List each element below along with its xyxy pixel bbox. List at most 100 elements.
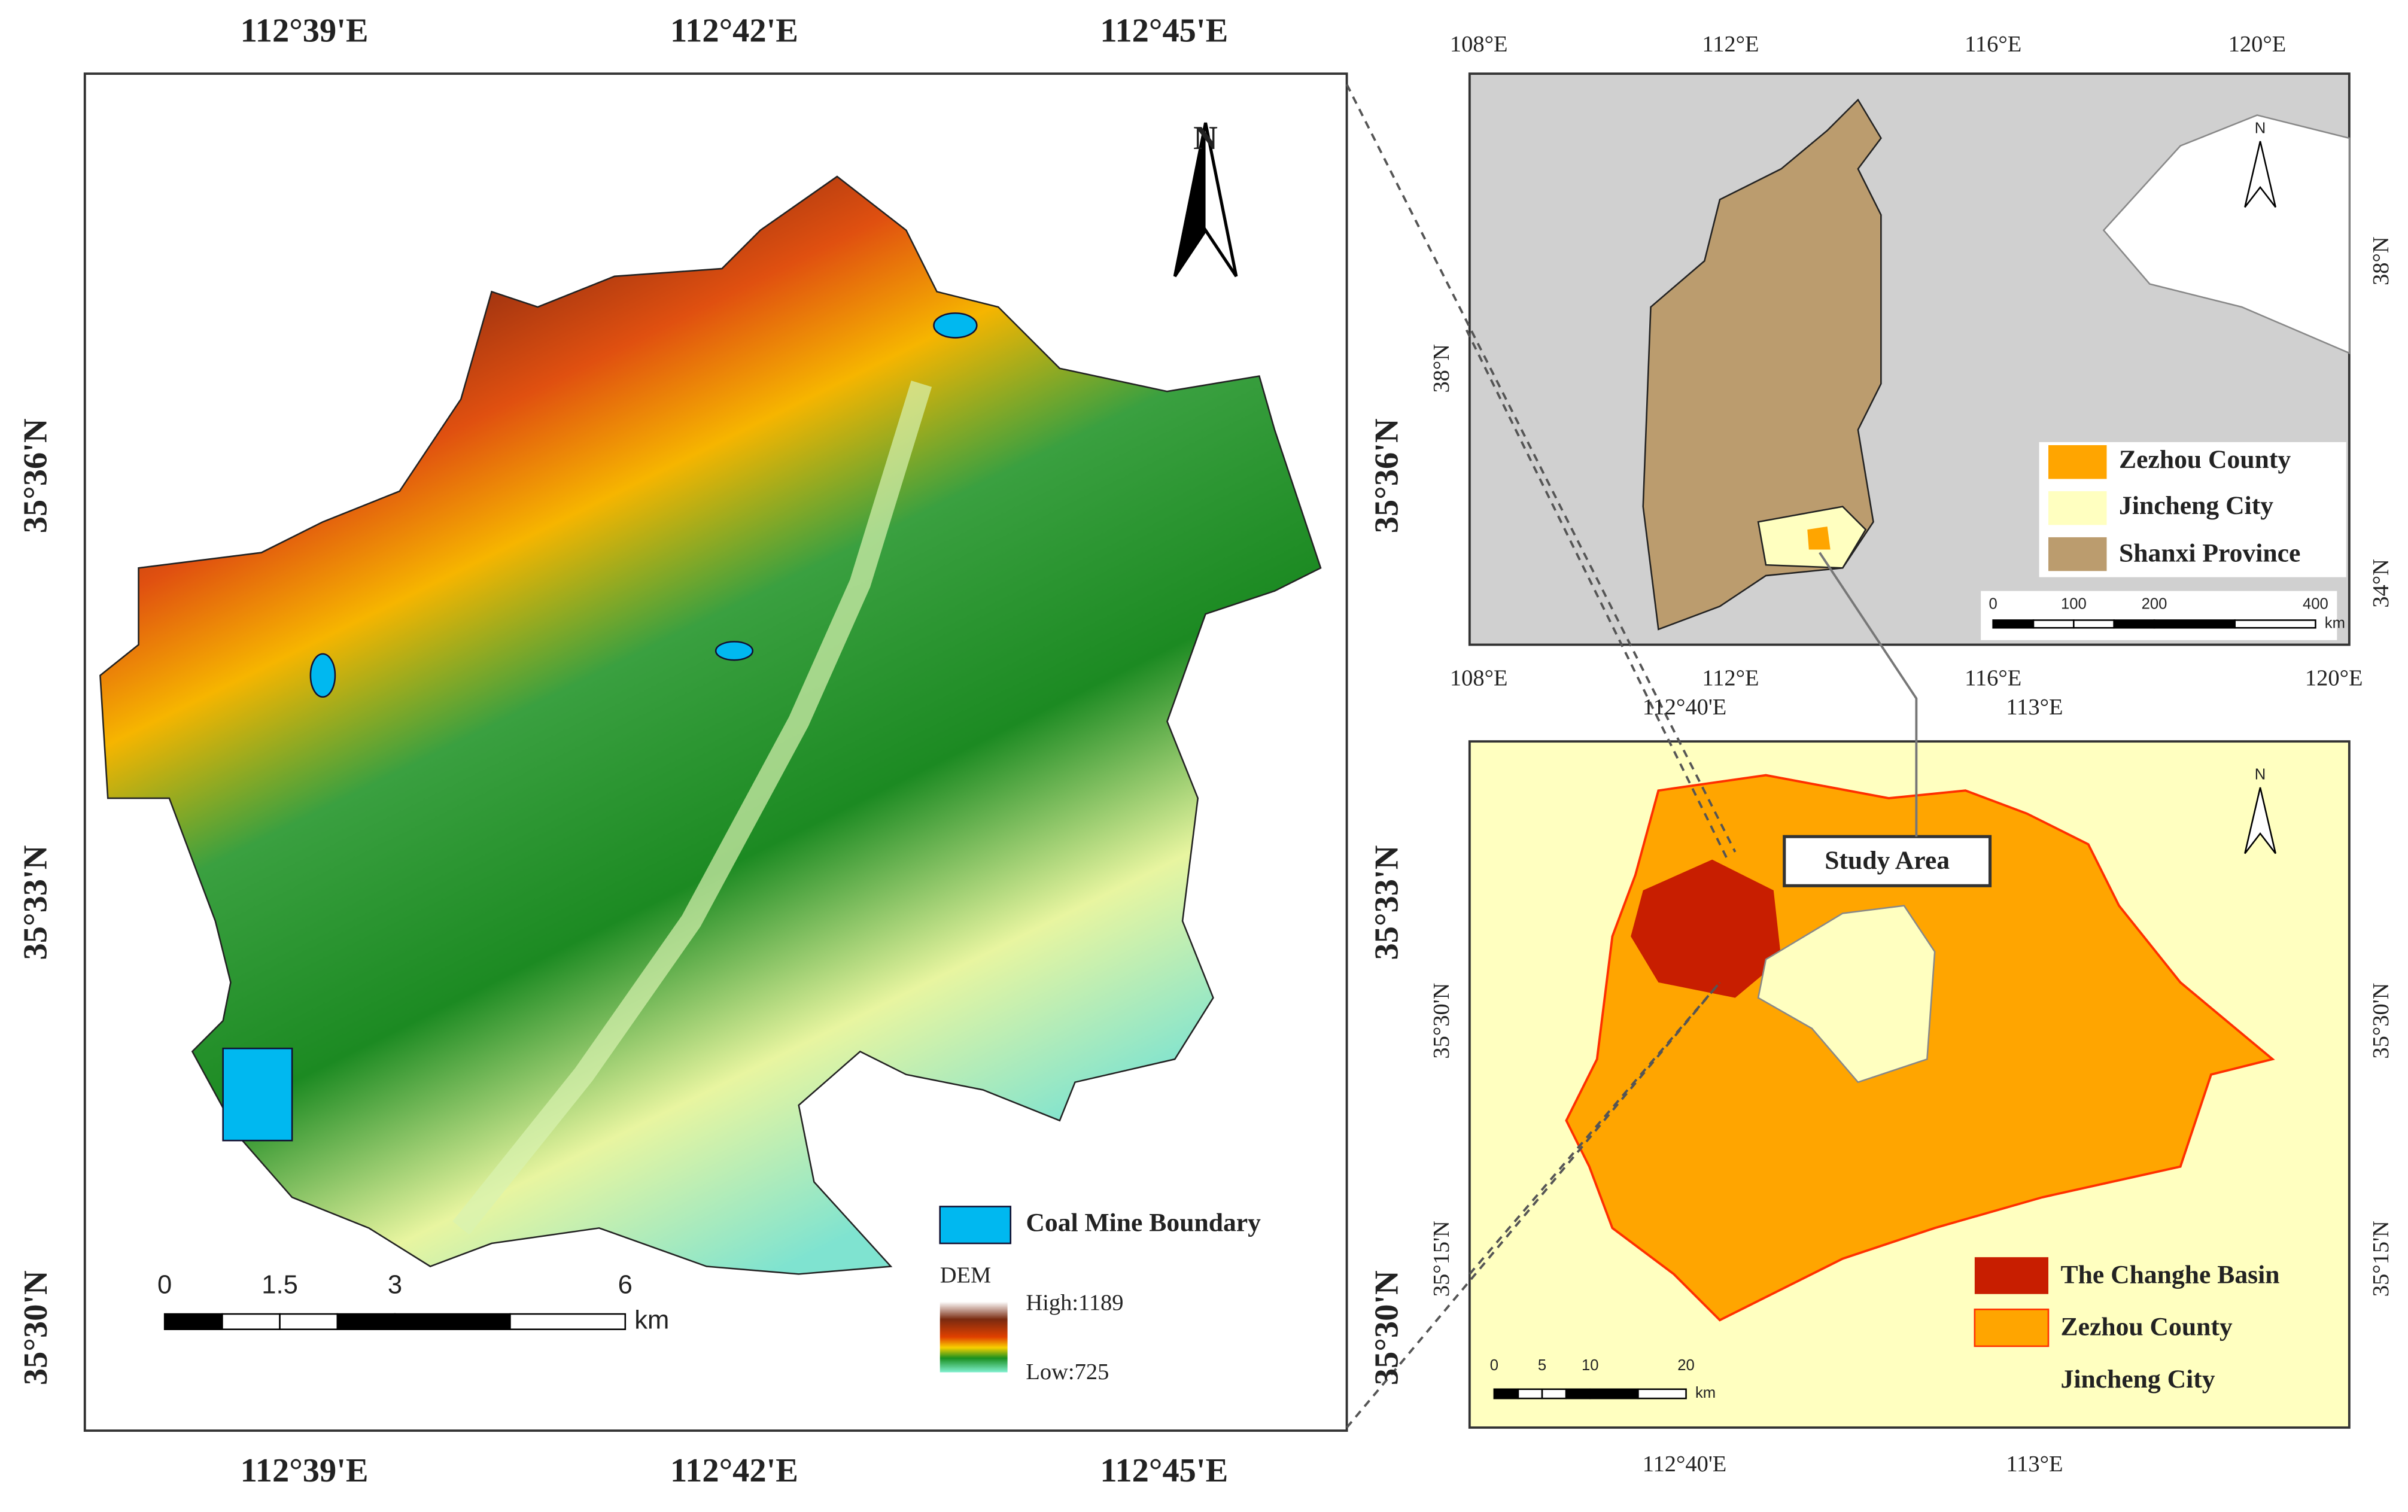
- connector: [1345, 84, 1737, 853]
- bottom-label: 112°45'E: [1100, 1452, 1228, 1489]
- scale-segment: [1541, 1388, 1567, 1400]
- right-label: 35°33'N: [1368, 845, 1405, 960]
- scale-segment: [394, 1313, 511, 1330]
- scale-unit: km: [634, 1306, 669, 1334]
- legend-title: DEM: [940, 1262, 991, 1288]
- left-label: 35°15'N: [1429, 1221, 1454, 1297]
- jincheng-city: [1757, 905, 1936, 1084]
- connector: [1465, 329, 1729, 860]
- left-label: 35°30'N: [1429, 983, 1454, 1059]
- scale-segment: [2073, 619, 2115, 629]
- coal-mine: [309, 653, 336, 698]
- scale-segment: [509, 1313, 627, 1330]
- top-label: 112°39'E: [241, 12, 369, 49]
- legend-swatch: [1974, 1257, 2049, 1294]
- scale-segment: [1565, 1388, 1591, 1400]
- legend-label: Jincheng City: [2061, 1365, 2215, 1394]
- north-arrow: [2244, 141, 2276, 208]
- legend-swatch: [2048, 491, 2107, 525]
- legend-label: Shanxi Province: [2119, 539, 2300, 568]
- legend-label: High:1189: [1026, 1290, 1123, 1315]
- scale-segment: [2113, 619, 2155, 629]
- changhe-basin: [1631, 859, 1781, 998]
- coal-mine: [933, 312, 978, 339]
- scale-segment: [1517, 1388, 1543, 1400]
- bottom-label: 112°42'E: [670, 1452, 798, 1489]
- north-label: N: [2255, 766, 2266, 783]
- north-arrow: [2244, 787, 2276, 854]
- bottom-label: 112°40'E: [1643, 1452, 1727, 1477]
- legend-label: Low:725: [1026, 1359, 1109, 1385]
- legend-label: The Changhe Basin: [2061, 1260, 2280, 1289]
- top-label: 108°E: [1450, 32, 1508, 57]
- scale-segment: [2032, 619, 2075, 629]
- study-area-dem: [99, 175, 1322, 1275]
- valley: [452, 381, 932, 1235]
- scale-label: 0: [1989, 596, 1997, 613]
- left-label: 35°36'N: [17, 418, 54, 533]
- top-label: 112°42'E: [670, 12, 798, 49]
- left-label: 35°30'N: [17, 1270, 54, 1385]
- connector: [1468, 981, 1721, 1275]
- scale-segment: [279, 1313, 339, 1330]
- right-label: 35°30'N: [1368, 1270, 1405, 1385]
- scale-segment: [1637, 1388, 1687, 1400]
- legend-swatch: [1974, 1309, 2050, 1347]
- scale-segment: [1992, 619, 2035, 629]
- scale-label: 200: [2142, 596, 2167, 613]
- scale-unit: km: [1695, 1385, 1716, 1401]
- coal-mine: [222, 1047, 293, 1142]
- scale-unit: km: [2325, 615, 2345, 632]
- scale-segment: [2153, 619, 2236, 629]
- top-label: 113°E: [2006, 695, 2063, 720]
- scale-label: 6: [618, 1270, 633, 1299]
- top-label: 116°E: [1965, 32, 2021, 57]
- coal-mine: [715, 641, 754, 661]
- legend-swatch: [939, 1206, 1012, 1245]
- top-label: 112°40'E: [1643, 695, 1727, 720]
- scale-segment: [336, 1313, 396, 1330]
- bottom-label: 108°E: [1450, 665, 1508, 690]
- bottom-label: 116°E: [1965, 665, 2021, 690]
- bottom-label: 112°E: [1702, 665, 1759, 690]
- right-label: 38°N: [2369, 236, 2394, 285]
- scale-label: 3: [388, 1270, 402, 1299]
- legend-label: Coal Mine Boundary: [1026, 1208, 1261, 1237]
- callout: Study Area: [1825, 846, 1950, 875]
- legend-label: Zezhou County: [2061, 1313, 2233, 1341]
- scale-segment: [1493, 1388, 1519, 1400]
- scale-label: 400: [2303, 596, 2328, 613]
- right-label: 35°30'N: [2369, 983, 2394, 1059]
- bottom-label: 120°E: [2305, 665, 2363, 690]
- right-label: 34°N: [2369, 559, 2394, 608]
- legend-swatch: [2048, 445, 2107, 479]
- top-label: 112°E: [1702, 32, 1759, 57]
- scale-label: 100: [2061, 596, 2087, 613]
- right-label: 35°15'N: [2369, 1221, 2394, 1297]
- locator-line: [1819, 552, 1918, 837]
- shanxi: [1642, 98, 1882, 631]
- top-label: 120°E: [2228, 32, 2287, 57]
- sea: [2102, 114, 2351, 355]
- scale-label: 1.5: [262, 1270, 298, 1299]
- bottom-label: 113°E: [2006, 1452, 2063, 1477]
- zezhou: [1807, 526, 1831, 550]
- north-label: N: [2255, 120, 2266, 136]
- scale-label: 20: [1677, 1357, 1695, 1374]
- scale-label: 0: [157, 1270, 172, 1299]
- right-label: 35°36'N: [1368, 418, 1405, 533]
- north-label: N: [1193, 120, 1218, 157]
- legend-swatch: [2048, 537, 2107, 571]
- overview-scale-box: [1981, 591, 2337, 640]
- scale-segment: [2234, 619, 2316, 629]
- legend-swatch: [1974, 1361, 2049, 1399]
- scale-segment: [163, 1313, 223, 1330]
- callout-box: [1783, 835, 1992, 887]
- top-label: 112°45'E: [1100, 12, 1228, 49]
- scale-label: 5: [1538, 1357, 1546, 1374]
- legend-label: Zezhou County: [2119, 445, 2291, 474]
- scale-label: 10: [1582, 1357, 1599, 1374]
- legend-label: Jincheng City: [2119, 491, 2273, 520]
- left-label: 38°N: [1429, 344, 1454, 393]
